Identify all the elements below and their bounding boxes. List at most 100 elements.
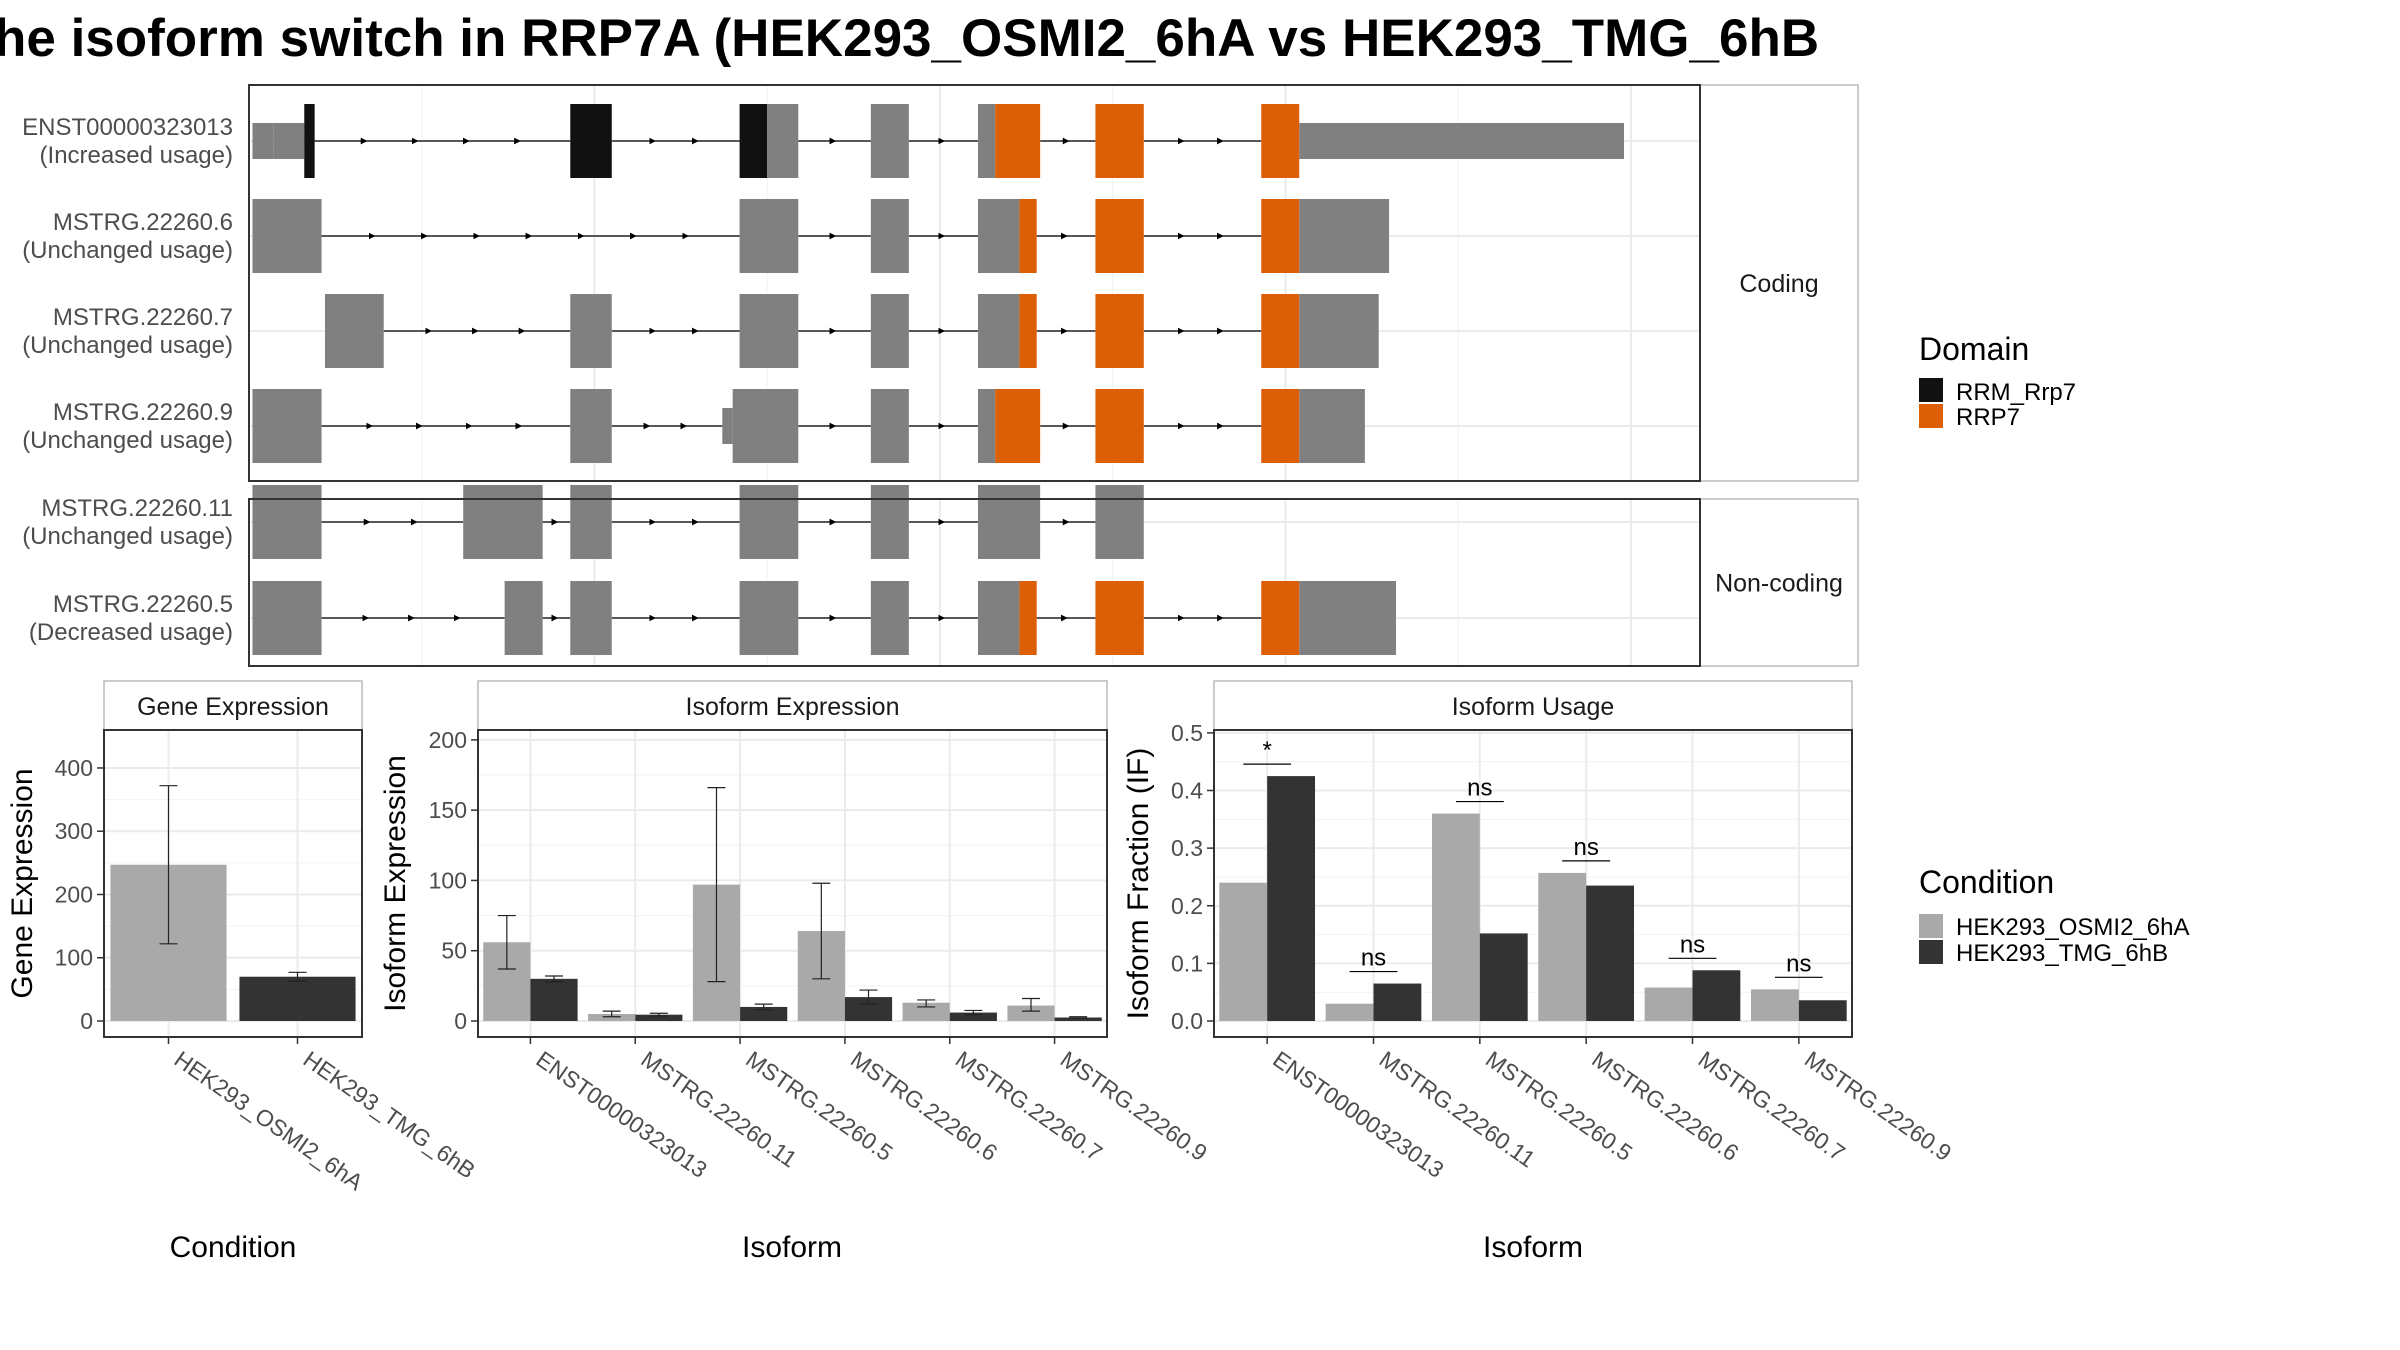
domain-rrm-rrp7-exon (570, 104, 612, 178)
bar-mstrg-22260-7-1 (949, 1012, 997, 1021)
domain-rrp7-exon (995, 104, 1041, 178)
structure-strip-label-non-coding: Non-coding (1715, 570, 1843, 598)
isoform-usage-label: (Unchanged usage) (22, 332, 233, 359)
bar-mstrg-22260-7-0 (1644, 987, 1693, 1021)
y-tick-label: 0.1 (1171, 950, 1203, 976)
bar-mstrg-22260-11-0 (588, 1013, 636, 1021)
bar-mstrg-22260-6-1 (844, 997, 893, 1021)
bar-mstrg-22260-11-1 (1373, 983, 1422, 1021)
x-axis-title: Isoform (1483, 1231, 1583, 1264)
x-tick-label: ENST00000323013 (532, 1046, 712, 1183)
exon-block (252, 389, 322, 463)
significance-label: ns (1467, 775, 1492, 802)
chart-panel-bg (1214, 730, 1852, 1037)
y-axis-title: Isoform Fraction (IF) (1122, 748, 1155, 1020)
significance-label: ns (1361, 945, 1386, 972)
y-tick-label: 0.3 (1171, 835, 1203, 861)
y-tick-label: 0.0 (1171, 1008, 1203, 1034)
exon-block (767, 104, 799, 178)
domain-rrp7-exon (1261, 389, 1300, 463)
exon-block (870, 389, 909, 463)
exon-block (570, 294, 612, 368)
bar-mstrg-22260-5-1 (740, 1006, 788, 1021)
exon-block (870, 104, 909, 178)
significance-label: ns (1786, 950, 1811, 977)
chart-strip (103, 680, 363, 731)
significance-label: * (1262, 737, 1271, 764)
chart-isoform-expression: Isoform Expression 0 50 100 150 200 ENST000003… (379, 680, 1212, 1264)
isoform-usage-label: (Unchanged usage) (22, 427, 233, 454)
bar-mstrg-22260-9-0 (1750, 989, 1799, 1021)
domain-legend: Domain RRM_Rrp7 RRP7 (1919, 331, 2076, 431)
exon-block (504, 581, 543, 655)
domain-rrp7-exon (1095, 294, 1144, 368)
y-tick-label: 0 (454, 1008, 467, 1034)
x-tick-label: ENST00000323013 (1268, 1046, 1448, 1183)
x-axis-title: Condition (170, 1231, 297, 1264)
bar-mstrg-22260-5-1 (1479, 933, 1528, 1021)
exon-block (870, 199, 909, 273)
exon-block (870, 581, 909, 655)
exon-block (325, 294, 384, 368)
y-tick-label: 0.4 (1171, 778, 1203, 804)
isoform-id-label: MSTRG.22260.6 (53, 209, 233, 236)
legend-label-tmg: HEK293_TMG_6hB (1956, 940, 2168, 967)
y-tick-label: 200 (429, 727, 467, 753)
exon-block (870, 485, 909, 559)
domain-rrp7-exon (1019, 581, 1037, 655)
exon-block (570, 485, 612, 559)
bar-hek293-tmg-6hb (239, 976, 356, 1021)
bar-mstrg-22260-7-1 (1692, 970, 1741, 1021)
exon-block (977, 389, 996, 463)
bar-mstrg-22260-7-0 (902, 1002, 950, 1021)
utr-segment (1299, 123, 1624, 159)
domain-rrp7-exon (1019, 294, 1037, 368)
chart-panel-border (477, 729, 1108, 1038)
domain-rrp7-exon (1095, 104, 1144, 178)
legend-swatch-rrp7 (1919, 404, 1943, 428)
y-tick-label: 0.5 (1171, 720, 1203, 746)
exon-block (1299, 389, 1365, 463)
bar-mstrg-22260-9-0 (1007, 1005, 1055, 1021)
exon-block (463, 485, 543, 559)
legend-label-rrm-rrp7: RRM_Rrp7 (1956, 379, 2076, 406)
y-axis-title: Isoform Expression (379, 755, 412, 1012)
exon-block (977, 581, 1020, 655)
exon-block (1095, 485, 1144, 559)
domain-rrm-rrp7-exon (739, 104, 768, 178)
bar-mstrg-22260-9-1 (1798, 1000, 1847, 1021)
exon-block (252, 485, 322, 559)
legend-swatch-rrm-rrp7 (1919, 378, 1943, 402)
y-tick-label: 0 (80, 1008, 93, 1034)
structure-strip-label-coding: Coding (1739, 270, 1818, 298)
expression-charts: Gene Expression0100200300400HEK293_OSMI2… (6, 680, 1956, 1264)
chart-panel-border (1213, 729, 1853, 1038)
exon-block (977, 294, 1020, 368)
utr-segment (252, 123, 274, 159)
exon-block (732, 389, 799, 463)
domain-rrp7-exon (995, 389, 1041, 463)
significance-label: ns (1680, 931, 1705, 958)
exon-block (570, 581, 612, 655)
legend-label-rrp7: RRP7 (1956, 404, 2020, 431)
domain-rrp7-exon (1261, 104, 1300, 178)
exon-block (977, 485, 1041, 559)
y-tick-label: 100 (55, 945, 93, 971)
isoform-usage-label: (Unchanged usage) (22, 523, 233, 550)
structure-strip-non-coding (1699, 498, 1859, 667)
domain-rrp7-exon (1095, 389, 1144, 463)
bar-mstrg-22260-9-1 (1054, 1017, 1102, 1021)
bar-mstrg-22260-6-1 (1586, 885, 1635, 1021)
exon-block (739, 485, 799, 559)
y-tick-label: 400 (55, 755, 93, 781)
y-tick-label: 300 (55, 818, 93, 844)
domain-rrp7-exon (1261, 581, 1300, 655)
isoform-usage-label: (Unchanged usage) (22, 237, 233, 264)
condition-legend: Condition HEK293_OSMI2_6hA HEK293_TMG_6h… (1919, 864, 2189, 967)
isoform-usage-label: (Decreased usage) (29, 619, 233, 646)
exon-block (570, 389, 612, 463)
chart-gene-expression: Gene Expression0100200300400HEK293_OSMI2… (6, 680, 480, 1264)
isoform-id-label: MSTRG.22260.11 (41, 495, 233, 522)
figure-title: he isoform switch in RRP7A (HEK293_OSMI2… (0, 9, 1819, 68)
y-tick-label: 100 (429, 867, 467, 893)
